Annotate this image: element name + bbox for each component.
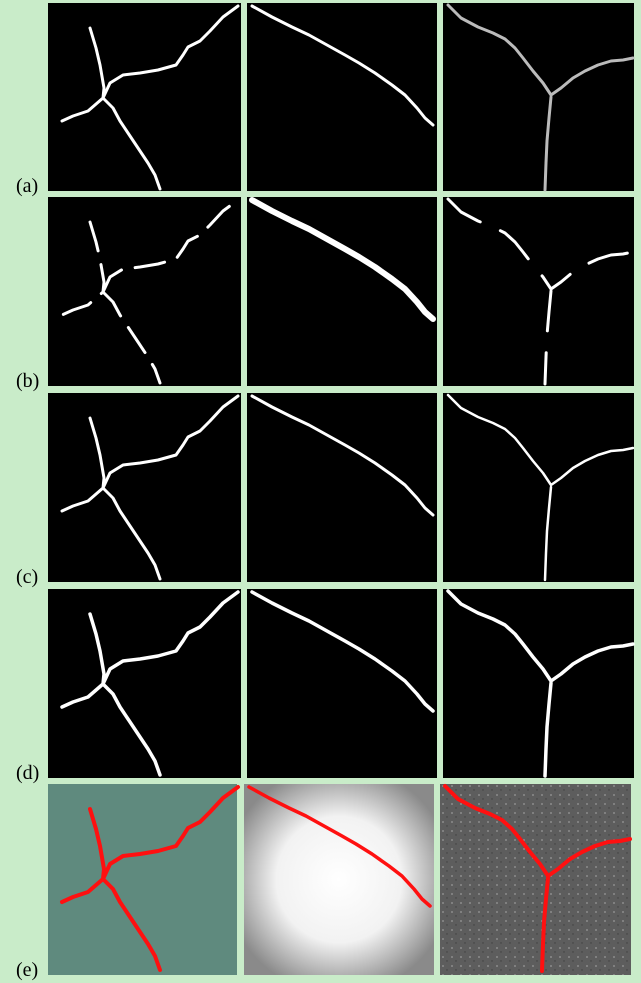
- row-b: [48, 197, 634, 386]
- figure: (a) (b) (c) (d) (e): [0, 0, 641, 983]
- row-label: (d): [16, 762, 39, 784]
- page: (a) (b) (c) (d) (e) (() => { const data …: [0, 0, 641, 983]
- row-label: (c): [16, 566, 38, 588]
- panel: [48, 3, 241, 191]
- panel: [48, 197, 241, 386]
- panel: [443, 3, 634, 191]
- row-label: (a): [16, 175, 38, 197]
- panel: [443, 589, 634, 778]
- row-label: (b): [16, 370, 39, 392]
- photo: [440, 784, 631, 975]
- row-a: [48, 3, 634, 191]
- panel: [443, 197, 634, 386]
- row-label: (e): [16, 959, 38, 981]
- panel: [48, 393, 241, 582]
- panel: [443, 393, 634, 582]
- row-c: [48, 393, 634, 582]
- row-d: [48, 589, 634, 778]
- row-e: [48, 784, 631, 975]
